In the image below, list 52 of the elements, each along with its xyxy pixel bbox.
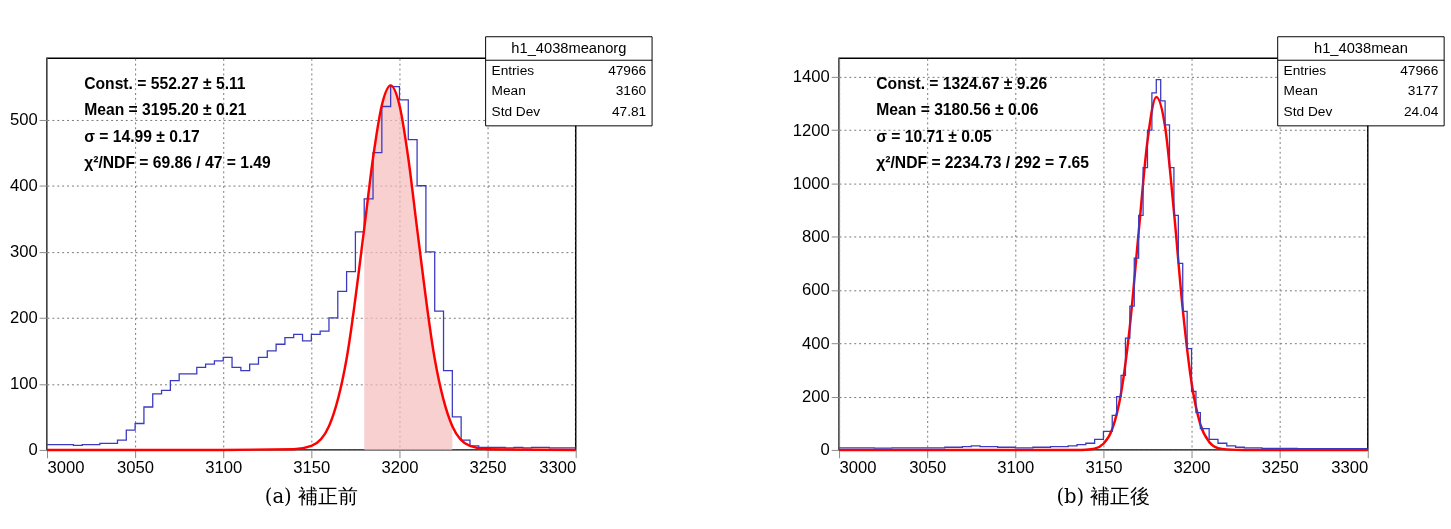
annotation: Std Dev [1283, 104, 1333, 120]
text: 47.81 [611, 104, 647, 120]
text: (b) 補正後 [1056, 484, 1151, 508]
x-tick-label: 3100 [205, 457, 243, 477]
text: 3177 [1407, 83, 1439, 99]
x-tick-label: 3000 [839, 457, 877, 477]
x-tick-label: 3300 [539, 457, 577, 477]
x-tick-label: 3000 [47, 457, 85, 477]
x-tick-label: 3200 [1173, 457, 1211, 477]
text: 3160 [615, 83, 647, 99]
annotation: Mean [491, 83, 526, 99]
annotation: χ²/NDF = 69.86 / 47 = 1.49 [84, 153, 272, 171]
annotation: Std Dev [491, 104, 541, 120]
x-tick-label: 3200 [381, 457, 419, 477]
text: h1_4038mean [1314, 40, 1408, 57]
annotation: Const. = 552.27 ± 5.11 [84, 74, 246, 92]
x-tick-label: 3250 [1261, 457, 1299, 477]
y-tick-label: 200 [9, 308, 38, 328]
x-tick-label: 3050 [117, 457, 155, 477]
annotation: Mean = 3180.56 ± 0.06 [876, 101, 1039, 119]
text: h1_4038meanorg [511, 40, 627, 57]
annotation: Mean [1283, 83, 1318, 99]
y-tick-label: 600 [802, 280, 830, 300]
x-tick-label: 3300 [1331, 457, 1369, 477]
y-tick-label: 1000 [792, 173, 830, 193]
x-tick-label: 3050 [909, 457, 947, 477]
y-tick-label: 100 [9, 374, 38, 394]
y-tick-label: 400 [9, 176, 38, 196]
text: 47966 [608, 62, 647, 78]
annotation: Entries [491, 62, 535, 78]
x-tick-label: 3100 [997, 457, 1035, 477]
y-tick-label: 1400 [792, 67, 830, 87]
text: 47966 [1400, 62, 1439, 78]
annotation: Entries [1283, 62, 1327, 78]
x-tick-label: 3250 [469, 457, 507, 477]
y-tick-label: 800 [802, 227, 830, 247]
text: (a) 補正前 [264, 484, 358, 508]
text: 24.04 [1404, 104, 1439, 120]
y-tick-label: 500 [9, 110, 38, 130]
annotation: χ²/NDF = 2234.73 / 292 = 7.65 [876, 153, 1090, 171]
annotation: Const. = 1324.67 ± 9.26 [876, 74, 1048, 92]
y-tick-label: 300 [9, 242, 38, 262]
x-tick-label: 3150 [293, 457, 331, 477]
y-tick-label: 0 [28, 440, 38, 460]
annotation: σ = 10.71 ± 0.05 [876, 127, 993, 145]
annotation: Mean = 3195.20 ± 0.21 [84, 101, 247, 119]
x-tick-label: 3150 [1085, 457, 1123, 477]
y-tick-label: 1200 [792, 120, 830, 140]
y-tick-label: 0 [820, 440, 830, 460]
annotation: σ = 14.99 ± 0.17 [84, 127, 200, 145]
y-tick-label: 200 [802, 387, 830, 407]
y-tick-label: 400 [802, 333, 830, 353]
